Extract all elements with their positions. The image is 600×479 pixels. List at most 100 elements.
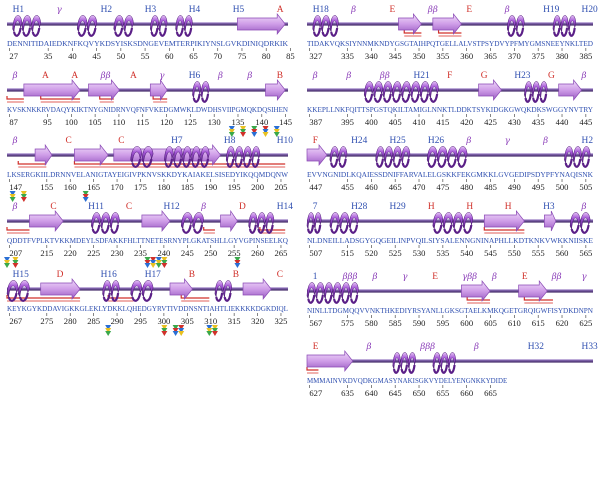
alpha-helix: [306, 282, 359, 304]
sheet-pairing-bracket: [523, 297, 553, 301]
alpha-helix: [76, 15, 98, 37]
residue-number: 650: [413, 388, 426, 398]
sheet-pairing-bracket: [403, 30, 422, 34]
sheet-pairing-bracket: [17, 161, 47, 165]
site-marker: [273, 126, 280, 131]
structure-row: β C C H7 H8 H10 LKSERGKIILDRNNVELANIGTAYEIGIVP…: [7, 136, 293, 192]
structure-row: 7 H28 H29 H H H H3 β NLDNEILLADSGYGQGEILINPVQILS…: [306, 202, 594, 258]
residue-number: 205: [275, 182, 288, 192]
site-marker: [240, 126, 247, 131]
site-marker: [161, 328, 168, 333]
residue-number: 505: [579, 182, 592, 192]
amino-acid-sequence: KVSKNKKRVDAQYKIKTNYGNIDRNVQFNFVKEDGMWKLD…: [7, 106, 289, 114]
residue-number: 525: [389, 248, 402, 258]
helix-label: H6: [189, 71, 201, 81]
site-marker: [150, 263, 157, 268]
beta-label: γ: [159, 71, 165, 81]
residue-number: 80: [262, 51, 271, 61]
site-marker: [240, 129, 247, 134]
sheet-label: C: [277, 270, 283, 280]
beta-label: β: [371, 272, 377, 282]
residue-number: 215: [40, 248, 53, 258]
alpha-helix: [180, 212, 204, 234]
site-marker: [262, 129, 269, 134]
residue-number: 320: [251, 316, 264, 326]
backbone-line: [7, 22, 288, 26]
residue-number: 285: [87, 316, 100, 326]
residue-number: 45: [92, 51, 101, 61]
residue-number: 470: [413, 182, 426, 192]
helix-label: H15: [13, 270, 29, 280]
residue-number: 27: [9, 51, 18, 61]
helix-label: H17: [145, 270, 161, 280]
residue-number: 415: [436, 117, 449, 127]
beta-label: γ: [402, 272, 408, 282]
site-marker: [240, 132, 247, 137]
residue-number: 627: [309, 388, 323, 398]
residue-number: 155: [40, 182, 53, 192]
residue-number: 385: [579, 51, 592, 61]
residue-number: 565: [579, 248, 592, 258]
residue-number: 605: [484, 318, 497, 328]
sheet-pairing-bracket: [180, 295, 210, 299]
sheet-label: A: [130, 71, 137, 81]
sheet-pairing-bracket: [437, 30, 462, 34]
alpha-helix: [130, 280, 154, 302]
residue-number: 105: [89, 117, 102, 127]
beta-label: γββ: [462, 272, 477, 282]
residue-number: 455: [341, 182, 354, 192]
beta-label: β: [491, 272, 497, 282]
residue-number: 345: [389, 51, 402, 61]
sheet-label: E: [522, 272, 528, 282]
residue-number: 515: [341, 248, 354, 258]
site-marker: [228, 129, 235, 134]
residue-number: 65: [189, 51, 198, 61]
site-marker: [144, 263, 151, 268]
site-marker: [12, 260, 19, 265]
residue-number: 350: [413, 51, 426, 61]
site-marker: [206, 331, 213, 336]
alpha-helix: [363, 81, 439, 103]
beta-label: β: [365, 342, 371, 352]
alpha-helix: [426, 146, 468, 168]
residue-number: 535: [436, 248, 449, 258]
residue-number: 175: [134, 182, 147, 192]
residue-number: 170: [111, 182, 124, 192]
sheet-label: F: [447, 71, 452, 81]
sheet-pairing-bracket: [99, 96, 114, 100]
structure-row: H15 D H16 H17 B B C KEYKGYKDDAVIGKKGLEKLYDKKLQH…: [6, 270, 288, 326]
site-marker: [82, 191, 89, 196]
site-marker: [172, 331, 179, 336]
alpha-helix: [329, 212, 359, 234]
site-marker: [273, 132, 280, 137]
alpha-helix: [312, 15, 339, 37]
sheet-pairing-bracket: [40, 96, 81, 100]
residue-number: 180: [157, 182, 170, 192]
residue-number: 185: [181, 182, 194, 192]
helix-label: H1: [13, 5, 25, 15]
site-marker: [172, 325, 179, 330]
site-marker: [161, 260, 168, 265]
helix-label: H26: [428, 136, 444, 146]
beta-label: γ: [505, 136, 511, 146]
residue-number: 465: [389, 182, 402, 192]
site-marker: [161, 331, 168, 336]
residue-number: 280: [64, 316, 77, 326]
alpha-helix: [6, 280, 30, 302]
site-marker: [178, 331, 185, 336]
sheet-label: B: [233, 270, 239, 280]
sheet-pairing-bracket: [306, 367, 319, 371]
site-marker: [273, 129, 280, 134]
beta-label: ββ: [427, 5, 438, 15]
residue-number: 580: [365, 318, 378, 328]
residue-number: 445: [579, 117, 592, 127]
alpha-helix: [225, 146, 261, 168]
residue-number: 87: [9, 117, 18, 127]
site-marker: [228, 132, 235, 137]
backbone-line: [307, 289, 593, 293]
residue-number: 295: [134, 316, 147, 326]
helix-label: 7: [313, 202, 318, 212]
residue-number: 225: [87, 248, 100, 258]
